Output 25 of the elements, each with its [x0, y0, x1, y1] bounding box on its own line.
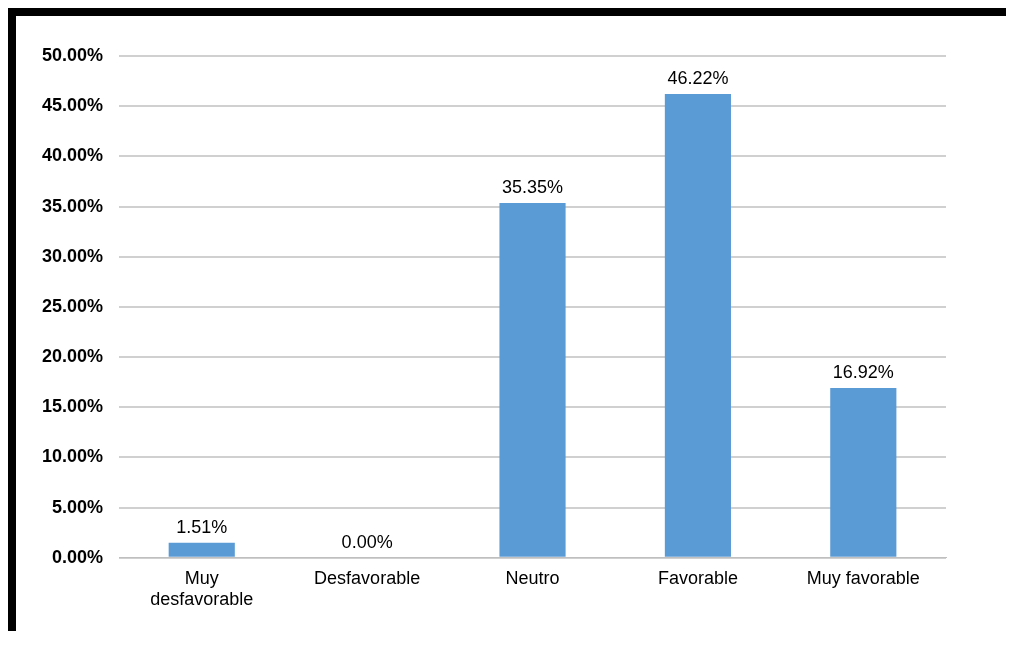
y-tick-label: 30.00% — [41, 245, 104, 266]
bar — [168, 542, 235, 557]
y-tick-label: 5.00% — [52, 496, 104, 517]
bar — [664, 93, 731, 557]
data-label: 1.51% — [176, 516, 228, 537]
data-label: 35.35% — [501, 177, 564, 197]
x-tick-label: Desfavorable — [314, 567, 421, 588]
x-tick-label: Muy favorable — [806, 567, 920, 588]
x-tick-label: Neutro — [505, 567, 560, 588]
y-tick-label: 20.00% — [41, 346, 104, 367]
y-tick-label: 25.00% — [41, 295, 104, 316]
y-tick-label: 45.00% — [41, 95, 104, 116]
y-tick-label: 40.00% — [41, 145, 104, 166]
x-tick-label: Favorable — [657, 567, 738, 588]
data-label: 16.92% — [832, 361, 894, 382]
y-tick-label: 10.00% — [41, 446, 104, 467]
y-tick-label: 15.00% — [41, 396, 104, 417]
x-tick-label: Muy desfavorable — [150, 567, 254, 610]
y-tick-label: 50.00% — [41, 44, 104, 65]
bar — [499, 203, 566, 557]
y-tick-label: 35.00% — [41, 195, 104, 216]
data-label: 0.00% — [341, 531, 393, 552]
y-tick-label: 0.00% — [52, 546, 104, 567]
data-label: 46.22% — [667, 67, 729, 88]
bar — [830, 387, 897, 557]
